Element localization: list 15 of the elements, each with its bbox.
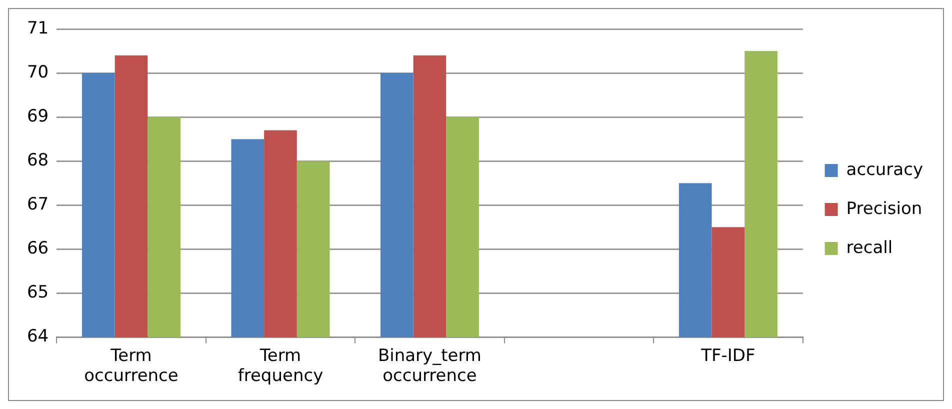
y-tick-label: 64	[26, 326, 49, 347]
y-tick-label: 71	[26, 18, 49, 38]
legend-label: accuracy	[846, 160, 924, 180]
y-tick-label: 66	[26, 238, 49, 259]
y-tick-label: 68	[26, 150, 49, 171]
y-tick-label: 69	[26, 106, 49, 126]
legend-label: recall	[846, 238, 893, 258]
x-tick-label: Term occurrence	[84, 346, 178, 386]
y-tick-label: 70	[26, 62, 49, 82]
y-tick-label: 65	[26, 282, 49, 303]
x-tick-label: Term frequency	[238, 346, 324, 386]
legend-label: Precision	[846, 198, 922, 219]
x-tick-label: TF-IDF	[700, 346, 756, 366]
x-tick-label: Binary_term occurrence	[378, 346, 482, 386]
y-tick-label: 67	[26, 194, 49, 215]
